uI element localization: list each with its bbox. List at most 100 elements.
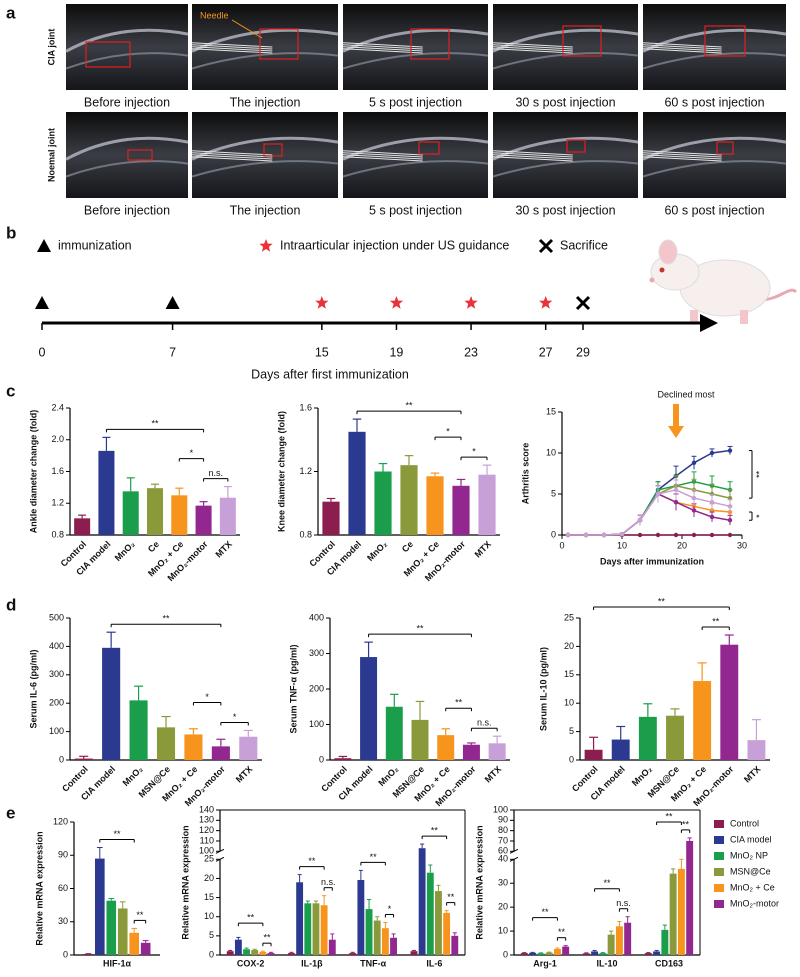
bar — [146, 488, 164, 535]
bar — [304, 903, 312, 955]
needle — [642, 156, 722, 162]
bar — [374, 471, 392, 535]
needle — [492, 48, 573, 54]
needle — [492, 46, 573, 52]
bar — [624, 922, 632, 955]
bar — [607, 934, 615, 955]
needle — [191, 154, 273, 160]
bar — [234, 939, 242, 955]
y-tick-label: 80 — [498, 825, 508, 835]
significance-label: ** — [136, 910, 144, 920]
bar — [171, 495, 188, 535]
bar — [83, 954, 94, 955]
bar — [591, 951, 599, 955]
panel-label: a — [6, 3, 16, 22]
bar — [251, 950, 259, 955]
significance-label: n.s. — [477, 718, 492, 728]
legend-swatch — [714, 868, 724, 876]
data-point — [673, 532, 679, 538]
significance-label: ** — [151, 419, 159, 429]
tissue-echo — [65, 28, 189, 53]
y-tick-label: 30 — [58, 916, 68, 926]
bar — [720, 644, 739, 760]
significance-label: ** — [247, 913, 255, 923]
y-tick-label: 70 — [498, 835, 508, 845]
data-point — [709, 500, 715, 505]
significance-label: * — [388, 904, 392, 914]
y-tick-label: 25 — [564, 612, 574, 622]
immunization-marker — [165, 296, 180, 309]
significance-label: ** — [447, 892, 455, 902]
timeline-tick-label: 0 — [39, 345, 46, 359]
y-tick-label: 5 — [209, 930, 214, 940]
y-axis-label: Serum IL-6 (pg/ml) — [28, 649, 38, 728]
needle — [342, 150, 423, 156]
needle — [191, 150, 273, 156]
data-point — [601, 532, 607, 538]
bar — [462, 744, 480, 760]
needle — [642, 42, 722, 48]
data-point — [691, 532, 697, 538]
bar — [94, 858, 105, 955]
bar — [156, 727, 176, 760]
y-tick-label: 90 — [58, 850, 68, 860]
x-tick-label: 20 — [677, 540, 687, 550]
tissue-echo — [642, 160, 787, 178]
bar — [259, 951, 267, 955]
needle — [342, 156, 423, 162]
data-point — [673, 500, 679, 505]
bar — [239, 736, 258, 760]
y-tick-label: 100 — [493, 804, 508, 814]
region-box — [259, 28, 299, 60]
needle-label: Needle — [200, 10, 229, 20]
y-tick-label: 20 — [564, 641, 574, 651]
significance-label: * — [446, 427, 450, 437]
bar — [312, 903, 320, 955]
needle — [191, 46, 273, 52]
x-tick-label: Ce — [146, 539, 161, 554]
y-tick-label: 0 — [569, 754, 574, 764]
bar — [418, 848, 426, 955]
significance-label: ** — [431, 825, 439, 835]
needle — [492, 156, 573, 162]
data-point — [727, 448, 733, 453]
y-tick-label: 1.2 — [51, 498, 64, 508]
row-label: CIA joint — [46, 29, 56, 66]
bar — [320, 905, 328, 955]
y-tick-label: 130 — [199, 815, 214, 825]
significance-label: * — [205, 692, 209, 702]
needle — [492, 150, 573, 156]
data-point — [727, 518, 733, 523]
y-tick-label: 200 — [309, 683, 324, 693]
significance-label: * — [233, 712, 237, 722]
data-point — [637, 518, 643, 523]
y-tick-label: 300 — [309, 648, 324, 658]
x-tick-label: IL-6 — [426, 958, 442, 968]
significance-label: ** — [370, 852, 378, 862]
data-point — [727, 504, 733, 509]
data-point — [637, 532, 643, 538]
bar — [243, 949, 250, 955]
y-tick-label: 15 — [204, 892, 214, 902]
y-tick-label: 0.8 — [299, 529, 312, 539]
x-tick-label: TNF-α — [360, 958, 386, 968]
image-caption: The injection — [230, 95, 301, 109]
image-caption: 5 s post injection — [369, 203, 462, 217]
x-tick-label: MnO₂ — [365, 539, 389, 563]
timeline-arrowhead — [700, 314, 718, 332]
y-tick-label: 1.6 — [51, 466, 64, 476]
needle — [342, 42, 423, 48]
needle — [492, 42, 573, 48]
needle — [342, 44, 423, 50]
tissue-echo — [492, 136, 639, 161]
bar — [74, 518, 91, 535]
region-box — [704, 25, 746, 57]
y-tick-label: 40 — [498, 854, 508, 864]
needle — [492, 152, 573, 158]
bar — [373, 920, 381, 955]
bar — [644, 953, 652, 955]
y-tick-label: 90 — [498, 815, 508, 825]
data-point — [709, 508, 715, 513]
x-tick-label: MTX — [234, 764, 255, 785]
bar — [693, 681, 712, 760]
